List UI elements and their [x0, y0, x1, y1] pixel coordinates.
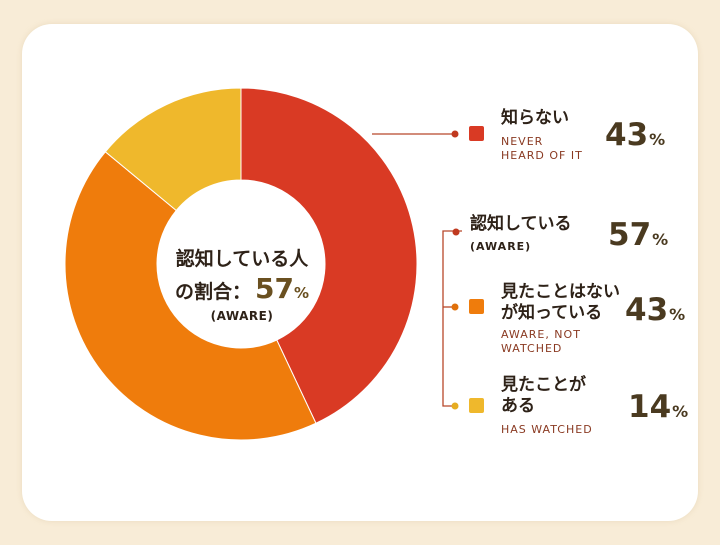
leader-dot-aware-not-watched	[451, 303, 459, 311]
legend-aware-not-watched-value: 43%	[625, 292, 685, 328]
legend-watched-value-unit: %	[672, 402, 689, 421]
legend-aware-value-unit: %	[652, 230, 669, 249]
legend-swatch-never	[469, 126, 484, 141]
donut-slice-1	[240, 87, 418, 424]
donut-slice-2	[64, 151, 317, 441]
donut-slice-3	[104, 87, 242, 212]
center-value-unit: %	[293, 284, 309, 302]
legend-never-sub-line2: HEARD OF IT	[501, 149, 583, 162]
legend-aware-title: 認知している	[470, 214, 572, 234]
legend-never-value-unit: %	[649, 130, 666, 149]
leader-dot-watched	[451, 402, 459, 410]
legend-never-value: 43%	[605, 117, 665, 153]
legend-aware-not-watched-value-unit: %	[669, 305, 686, 324]
center-value: 57%	[255, 272, 309, 305]
legend-swatches	[469, 126, 484, 413]
legend-never: 知らない NEVER HEARD OF IT	[501, 108, 583, 163]
center-value-number: 57	[255, 272, 294, 305]
legend-swatch-aware-not-watched	[469, 299, 484, 314]
legend-never-title: 知らない	[501, 108, 569, 128]
legend-watched: 見たことが ある HAS WATCHED	[501, 375, 593, 437]
donut-chart	[64, 87, 418, 441]
center-sublabel: (AWARE)	[210, 309, 274, 323]
legend-watched-title-line1: 見たことが	[501, 375, 586, 395]
legend-aware-not-watched-sub-line2: WATCHED	[501, 342, 563, 355]
legend-watched-value-number: 14	[628, 389, 672, 425]
leader-bracket-aware	[442, 230, 462, 407]
legend-aware-not-watched-value-number: 43	[625, 292, 669, 328]
legend-aware-not-watched-sub-line1: AWARE, NOT	[501, 328, 581, 341]
legend-aware-not-watched: 見たことはない が知っている AWARE, NOT WATCHED	[501, 282, 620, 356]
legend-watched-title-line2: ある	[501, 396, 535, 416]
legend-watched-value: 14%	[628, 389, 688, 425]
legend-swatch-watched	[469, 398, 484, 413]
center-title-line2: の割合：	[174, 281, 251, 303]
leader-dot-aware	[452, 228, 460, 236]
leader-dots	[451, 130, 460, 410]
leader-dot-never	[451, 130, 459, 138]
legend-never-sub-line1: NEVER	[501, 135, 544, 148]
center-label: 認知している人 の割合： 57% (AWARE)	[160, 246, 324, 323]
legend-watched-sub: HAS WATCHED	[501, 423, 593, 436]
center-title-line1: 認知している人	[175, 248, 309, 270]
legend-aware-sub: (AWARE)	[470, 240, 532, 253]
legend-aware-value: 57%	[608, 217, 668, 253]
legend-aware-not-watched-title-line1: 見たことはない	[501, 282, 620, 302]
center-value-row: の割合： 57%	[160, 272, 324, 305]
legend-aware-value-number: 57	[608, 217, 652, 253]
legend-aware-not-watched-title-line2: が知っている	[501, 303, 603, 323]
legend-aware: 認知している (AWARE)	[470, 214, 572, 254]
legend-never-value-number: 43	[605, 117, 649, 153]
